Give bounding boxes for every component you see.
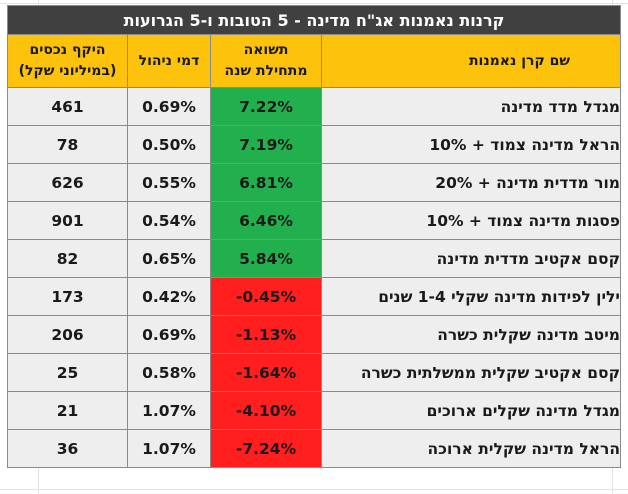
fund-name-cell: קסם אקטיב מדדית מדינה — [321, 239, 621, 278]
assets-cell: 36 — [7, 429, 128, 468]
fee-cell: 0.42% — [127, 277, 211, 316]
header-return-line2: מתחילת שנה — [224, 63, 308, 79]
table-row: 21 1.07% -4.10% מגדל מדינה שקלים ארוכים — [7, 391, 621, 430]
gridline — [0, 489, 628, 490]
fund-name-cell: מגדל מדד מדינה — [321, 87, 621, 126]
table-row: 626 0.55% 6.81% מור מדדית מדינה + 20% — [7, 163, 621, 202]
fund-name-cell: ילין לפידות מדינה שקלי 1-4 שנים — [321, 277, 621, 316]
fee-cell: 1.07% — [127, 429, 211, 468]
return-cell: -4.10% — [210, 391, 322, 430]
header-row: היקף נכסים (במיליוני שקל) דמי ניהול תשוא… — [7, 34, 621, 88]
table-row: 25 0.58% -1.64% קסם אקטיב שקלית ממשלתית כשר… — [7, 353, 621, 392]
gridline — [0, 3, 628, 4]
return-cell: -1.13% — [210, 315, 322, 354]
assets-cell: 21 — [7, 391, 128, 430]
fund-name-cell: פסגות מדינה צמוד + 10% — [321, 201, 621, 240]
assets-cell: 25 — [7, 353, 128, 392]
fund-name-cell: מגדל מדינה שקלים ארוכים — [321, 391, 621, 430]
return-cell: 7.22% — [210, 87, 322, 126]
table-row: 901 0.54% 6.46% פסגות מדינה צמוד + 10% — [7, 201, 621, 240]
fee-cell: 0.54% — [127, 201, 211, 240]
funds-table: קרנות נאמנות אג"ח מדינה - 5 הטובות ו-5 ה… — [7, 5, 621, 468]
return-cell: 6.81% — [210, 163, 322, 202]
fee-cell: 0.69% — [127, 315, 211, 354]
return-cell: -7.24% — [210, 429, 322, 468]
assets-cell: 173 — [7, 277, 128, 316]
assets-cell: 82 — [7, 239, 128, 278]
fund-name-cell: מור מדדית מדינה + 20% — [321, 163, 621, 202]
assets-cell: 626 — [7, 163, 128, 202]
table-row: 36 1.07% -7.24% הראל מדינה שקלית ארוכה — [7, 429, 621, 468]
fund-name-cell: מיטב מדינה שקלית כשרה — [321, 315, 621, 354]
assets-cell: 206 — [7, 315, 128, 354]
assets-cell: 901 — [7, 201, 128, 240]
header-assets-line1: היקף נכסים — [29, 42, 106, 58]
return-cell: -0.45% — [210, 277, 322, 316]
fee-cell: 0.55% — [127, 163, 211, 202]
table-row: 173 0.42% -0.45% ילין לפידות מדינה שקלי 1-4… — [7, 277, 621, 316]
fee-cell: 0.58% — [127, 353, 211, 392]
return-cell: 5.84% — [210, 239, 322, 278]
fee-cell: 0.69% — [127, 87, 211, 126]
header-assets-line2: (במיליוני שקל) — [18, 63, 117, 79]
table-body: 461 0.69% 7.22% מגדל מדד מדינה 78 0.50% 7.19% ה… — [7, 87, 621, 468]
return-cell: 7.19% — [210, 125, 322, 164]
header-assets: היקף נכסים (במיליוני שקל) — [7, 34, 128, 88]
header-return: תשואה מתחילת שנה — [210, 34, 322, 88]
table-row: 461 0.69% 7.22% מגדל מדד מדינה — [7, 87, 621, 126]
fee-cell: 0.65% — [127, 239, 211, 278]
assets-cell: 78 — [7, 125, 128, 164]
fund-name-cell: הראל מדינה צמוד + 10% — [321, 125, 621, 164]
table-row: 78 0.50% 7.19% הראל מדינה צמוד + 10% — [7, 125, 621, 164]
fee-cell: 1.07% — [127, 391, 211, 430]
assets-cell: 461 — [7, 87, 128, 126]
fund-name-cell: הראל מדינה שקלית ארוכה — [321, 429, 621, 468]
header-fund-name: שם קרן נאמנות — [321, 34, 621, 88]
fee-cell: 0.50% — [127, 125, 211, 164]
table-title: קרנות נאמנות אג"ח מדינה - 5 הטובות ו-5 ה… — [7, 5, 621, 35]
table-row: 206 0.69% -1.13% מיטב מדינה שקלית כשרה — [7, 315, 621, 354]
return-cell: -1.64% — [210, 353, 322, 392]
header-fee: דמי ניהול — [127, 34, 211, 88]
header-return-line1: תשואה — [243, 42, 289, 58]
table-row: 82 0.65% 5.84% קסם אקטיב מדדית מדינה — [7, 239, 621, 278]
return-cell: 6.46% — [210, 201, 322, 240]
fund-name-cell: קסם אקטיב שקלית ממשלתית כשרה — [321, 353, 621, 392]
